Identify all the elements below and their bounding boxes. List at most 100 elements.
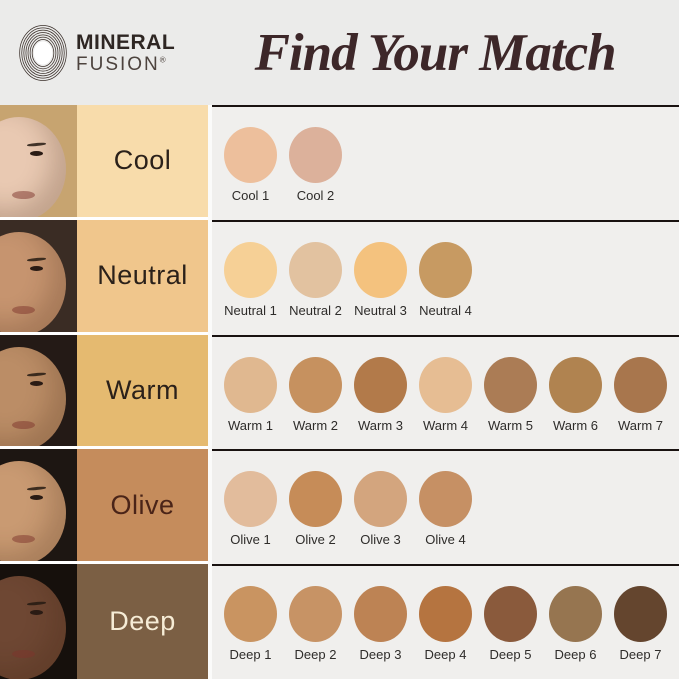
shade-swatch-neutral-1: Neutral 1	[218, 241, 283, 318]
model-photo-warm	[0, 334, 77, 447]
model-photo-neutral	[0, 219, 77, 332]
category-label-cell: Cool	[77, 105, 208, 220]
shade-swatch-label: Warm 5	[487, 417, 534, 433]
model-photo-olive	[0, 449, 77, 562]
shade-row-olive: Olive Olive 1 Olive 2 Olive 3 Olive 4	[0, 449, 679, 565]
shade-swatch-warm-1: Warm 1	[218, 356, 283, 433]
column-divider	[208, 564, 212, 679]
shade-swatch-deep-5: Deep 5	[478, 586, 543, 662]
shade-swatch-olive-3: Olive 3	[348, 471, 413, 547]
category-label-cell: Warm	[77, 334, 208, 450]
shade-swatch-deep-2: Deep 2	[283, 586, 348, 662]
category-label-block: Cool	[77, 105, 208, 217]
shade-swatch-circle	[419, 586, 472, 643]
shade-row-neutral: Neutral Neutral 1 Neutral 2 Neutral 3 Ne…	[0, 219, 679, 335]
shade-swatch-label: Warm 3	[357, 417, 404, 433]
shade-swatch-neutral-4: Neutral 4	[413, 241, 478, 318]
swatch-panel: Cool 1 Cool 2	[212, 105, 679, 220]
eye-shape	[30, 495, 43, 501]
shade-swatch-label: Olive 4	[425, 532, 466, 548]
header: MINERAL FUSION® Find Your Match	[0, 0, 679, 105]
shade-swatch-deep-1: Deep 1	[218, 586, 283, 662]
shade-swatch-deep-3: Deep 3	[348, 586, 413, 662]
shade-swatch-circle	[354, 356, 407, 413]
shade-swatch-circle	[224, 471, 277, 528]
eye-shape	[30, 380, 43, 386]
shade-swatch-label: Cool 2	[296, 188, 335, 203]
shade-swatch-cool-1: Cool 1	[218, 127, 283, 203]
shade-swatch-warm-2: Warm 2	[283, 356, 348, 433]
shade-swatch-circle	[224, 356, 277, 413]
shade-swatch-deep-6: Deep 6	[543, 586, 608, 662]
shade-swatch-olive-1: Olive 1	[218, 471, 283, 547]
shade-swatch-olive-4: Olive 4	[413, 471, 478, 547]
category-label: Cool	[113, 145, 172, 176]
shade-swatch-label: Neutral 2	[289, 302, 342, 318]
lip-shape	[12, 650, 35, 659]
shade-swatch-label: Neutral 1	[224, 302, 277, 318]
shade-swatch-circle	[484, 586, 537, 643]
shade-swatch-circle	[549, 356, 602, 413]
swatch-panel: Olive 1 Olive 2 Olive 3 Olive 4	[212, 449, 679, 565]
model-photo-deep	[0, 564, 77, 679]
lip-shape	[12, 191, 35, 199]
category-label-block: Deep	[77, 564, 208, 679]
category-label: Deep	[109, 606, 176, 637]
shade-swatch-label: Warm 4	[422, 417, 469, 433]
shade-swatch-deep-4: Deep 4	[413, 586, 478, 662]
model-photo-cell	[0, 564, 77, 679]
shade-swatch-warm-7: Warm 7	[608, 356, 673, 433]
lip-shape	[12, 420, 35, 429]
shade-swatch-circle	[289, 127, 342, 183]
shade-swatch-olive-2: Olive 2	[283, 471, 348, 547]
shade-swatch-circle	[419, 471, 472, 528]
shade-swatch-neutral-3: Neutral 3	[348, 241, 413, 318]
concentric-rings-logo-icon	[19, 24, 67, 81]
shade-swatch-label: Neutral 4	[419, 302, 472, 318]
shade-swatch-label: Olive 2	[295, 532, 336, 548]
shade-swatch-circle	[549, 586, 602, 643]
swatch-panel: Neutral 1 Neutral 2 Neutral 3 Neutral 4	[212, 219, 679, 335]
shade-swatch-label: Deep 7	[619, 647, 662, 663]
shade-swatch-label: Deep 4	[424, 647, 467, 663]
shade-swatch-label: Deep 2	[294, 647, 337, 663]
shade-swatch-circle	[614, 586, 667, 643]
model-photo-cool	[0, 105, 77, 217]
column-divider	[208, 449, 212, 565]
category-label: Olive	[110, 489, 175, 520]
brand-name-line2: FUSION®	[76, 53, 166, 75]
category-label-block: Warm	[77, 334, 208, 447]
category-label-block: Neutral	[77, 219, 208, 332]
shade-swatch-circle	[419, 356, 472, 413]
shade-swatch-circle	[354, 241, 407, 298]
model-photo-cell	[0, 105, 77, 220]
swatch-panel: Deep 1 Deep 2 Deep 3 Deep 4 Deep 5 Deep …	[212, 564, 679, 679]
shade-swatch-circle	[224, 586, 277, 643]
shade-swatch-circle	[289, 241, 342, 298]
shade-swatch-circle	[484, 356, 537, 413]
category-label-cell: Olive	[77, 449, 208, 565]
shade-swatch-label: Warm 7	[617, 417, 664, 433]
model-photo-cell	[0, 219, 77, 335]
shade-row-warm: Warm Warm 1 Warm 2 Warm 3 Warm 4 Warm 5 …	[0, 334, 679, 450]
column-divider	[208, 334, 212, 450]
shade-swatch-label: Warm 1	[227, 417, 274, 433]
eye-shape	[30, 610, 43, 616]
shade-swatch-circle	[289, 586, 342, 643]
lip-shape	[12, 535, 35, 544]
eye-shape	[30, 151, 43, 156]
shade-swatch-warm-3: Warm 3	[348, 356, 413, 433]
shade-swatch-circle	[354, 471, 407, 528]
category-label-cell: Deep	[77, 564, 208, 679]
shade-swatch-cool-2: Cool 2	[283, 127, 348, 203]
shade-swatch-label: Cool 1	[231, 188, 270, 203]
shade-swatch-warm-4: Warm 4	[413, 356, 478, 433]
shade-swatch-label: Deep 5	[489, 647, 532, 663]
category-label: Neutral	[97, 260, 188, 291]
shade-swatch-circle	[419, 241, 472, 298]
brand-logo: MINERAL FUSION®	[18, 22, 175, 84]
shade-swatch-circle	[354, 586, 407, 643]
shade-swatch-warm-6: Warm 6	[543, 356, 608, 433]
shade-swatch-label: Warm 2	[292, 417, 339, 433]
